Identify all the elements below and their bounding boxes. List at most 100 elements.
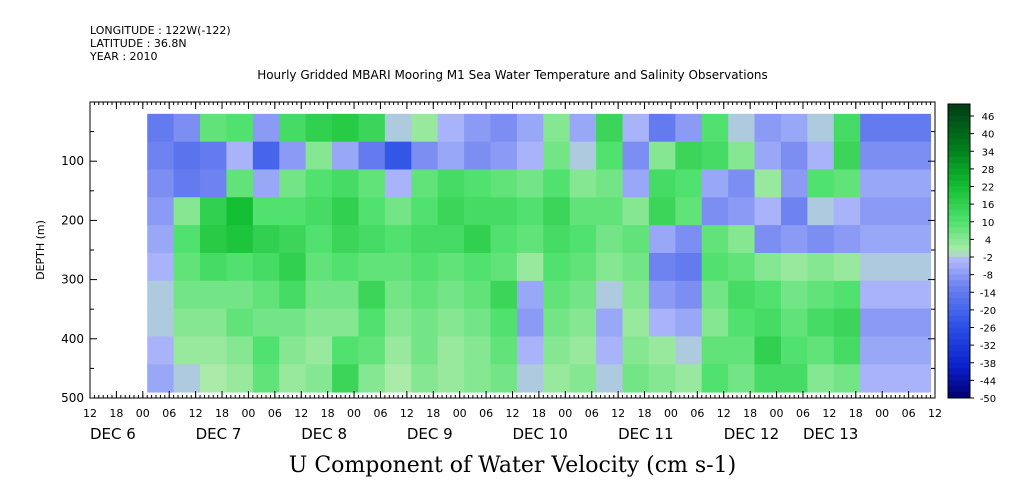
heatmap-cell (701, 336, 729, 365)
heatmap-cell (648, 252, 676, 282)
heatmap-cell (596, 141, 624, 170)
heatmap-cell (807, 280, 835, 310)
x-hour-tick-label: 00 (664, 407, 678, 420)
heatmap-cell (279, 308, 307, 337)
heatmap-cell (384, 141, 412, 170)
x-date-label: DEC 10 (513, 425, 568, 443)
heatmap-cell (305, 169, 333, 198)
x-hour-tick-label: 18 (426, 407, 440, 420)
heatmap-cell (622, 113, 650, 143)
x-hour-tick-label: 00 (770, 407, 784, 420)
colorbar-label: -50 (980, 394, 996, 405)
y-tick-label: 300 (61, 273, 84, 287)
colorbar-segment (948, 215, 970, 222)
heatmap-cell (780, 336, 808, 365)
heatmap-cell (860, 141, 931, 170)
x-hour-tick-label: 12 (189, 407, 203, 420)
heatmap-cell (200, 252, 227, 282)
heatmap-cell (780, 141, 808, 170)
heatmap-cell (780, 169, 808, 198)
heatmap-cell (358, 141, 386, 170)
heatmap-cell (305, 141, 333, 170)
heatmap-cell (516, 308, 544, 337)
x-date-label: DEC 12 (724, 425, 779, 443)
heatmap-cell (622, 225, 650, 254)
heatmap-cell (728, 364, 756, 393)
heatmap-cell (569, 336, 597, 365)
heatmap-cell (622, 169, 650, 198)
x-hour-tick-label: 12 (400, 407, 414, 420)
heatmap-cell (807, 197, 835, 226)
y-tick-label: 500 (61, 391, 84, 405)
heatmap-cell (543, 197, 571, 226)
heatmap-cell (200, 113, 227, 143)
heatmap-cell (200, 336, 227, 365)
heatmap-cell (252, 141, 280, 170)
heatmap-cell (780, 113, 808, 143)
heatmap-cell (490, 364, 518, 393)
colorbar-label: 10 (982, 218, 995, 229)
colorbar-segment (948, 309, 970, 317)
colorbar-segment (948, 374, 970, 381)
colorbar-segment (948, 262, 970, 270)
x-hour-tick-label: 12 (611, 407, 625, 420)
heatmap-cell (279, 197, 307, 226)
heatmap-cell (754, 197, 782, 226)
heatmap-cell (358, 308, 386, 337)
x-hour-tick-label: 12 (928, 407, 942, 420)
heatmap-cell (648, 169, 676, 198)
heatmap-cell (384, 364, 412, 393)
colorbar-label: 4 (985, 235, 991, 246)
heatmap-cell (437, 169, 465, 198)
heatmap-cell (226, 197, 254, 226)
x-hour-tick-label: 12 (83, 407, 97, 420)
x-hour-tick-label: 18 (638, 407, 652, 420)
heatmap-cell (437, 197, 465, 226)
heatmap-cell (596, 336, 624, 365)
heatmap-cell (279, 141, 307, 170)
heatmap-cell (728, 141, 756, 170)
heatmap-cell (728, 225, 756, 254)
heatmap-cell (384, 169, 412, 198)
heatmap-cell (490, 280, 518, 310)
heatmap-cell (701, 141, 729, 170)
heatmap-cell (490, 225, 518, 254)
colorbar-segment (948, 380, 970, 387)
heatmap-cell (384, 252, 412, 282)
heatmap-cell (437, 225, 465, 254)
heatmap-cell (543, 252, 571, 282)
colorbar-segment (948, 180, 970, 187)
heatmap-cell (305, 308, 333, 337)
heatmap-cell (780, 364, 808, 393)
x-hour-tick-label: 00 (875, 407, 889, 420)
colorbar-segment (948, 133, 970, 140)
x-hour-tick-label: 06 (373, 407, 387, 420)
colorbar-segment (948, 227, 970, 234)
colorbar-segment (948, 203, 970, 211)
heatmap-cell (728, 336, 756, 365)
heatmap-cell (569, 225, 597, 254)
colorbar-segment (948, 209, 970, 217)
heatmap-cell (543, 364, 571, 393)
heatmap-cell (807, 336, 835, 365)
heatmap-cell (701, 308, 729, 337)
heatmap-cell (516, 252, 544, 282)
colorbar-label: -14 (980, 288, 996, 299)
heatmap-cell (279, 252, 307, 282)
heatmap-cell (147, 225, 175, 254)
heatmap-cell (437, 113, 465, 143)
heatmap-cell (226, 252, 254, 282)
heatmap-cell (754, 225, 782, 254)
x-date-label: DEC 8 (301, 425, 347, 443)
heatmap-cell (516, 169, 544, 198)
colorbar-segment (948, 233, 970, 240)
heatmap-cell (252, 308, 280, 337)
heatmap-cell (596, 280, 624, 310)
colorbar-segment (948, 239, 970, 246)
y-tick-label: 100 (61, 154, 84, 168)
heatmap-cell (780, 197, 808, 226)
heatmap-cell (332, 336, 359, 365)
colorbar-label: -44 (980, 376, 996, 387)
heatmap-cell (226, 336, 254, 365)
heatmap-cell (437, 364, 465, 393)
